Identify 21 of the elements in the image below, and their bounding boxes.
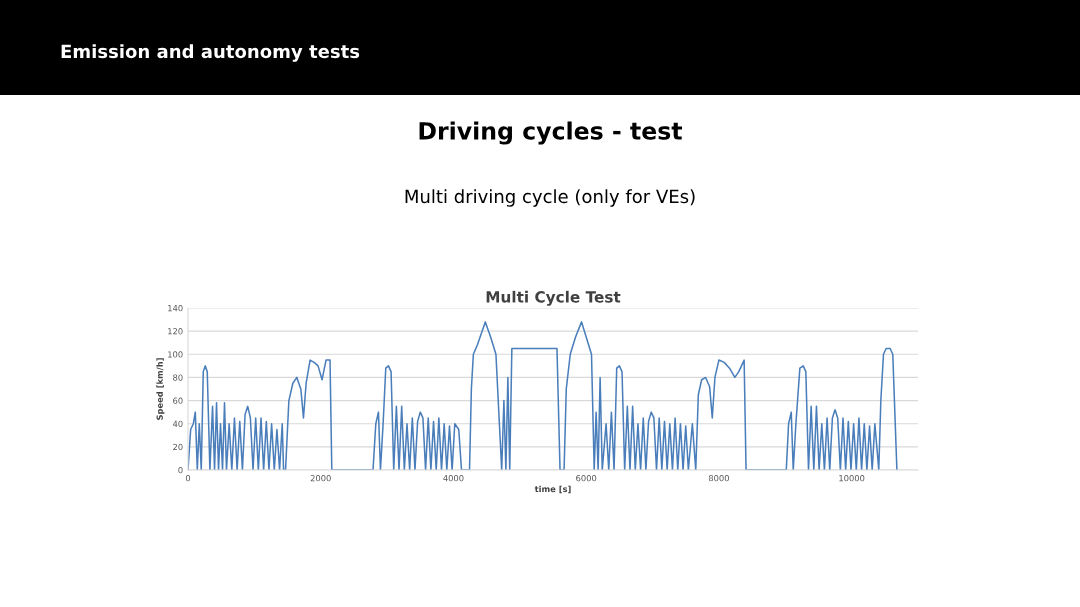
y-tick-label: 20	[173, 443, 183, 451]
text: Emission and autonomy tests	[61, 44, 360, 62]
x-tick-label: 4000	[443, 475, 464, 482]
text: Multi driving cycle (only for VEs)	[405, 189, 695, 207]
y-tick-label: 100	[168, 351, 183, 358]
x-tick-label: 6000	[576, 475, 597, 482]
y-tick-label: 40	[172, 420, 183, 427]
x-axis-title: time [s]	[534, 485, 571, 494]
y-tick-label: 140	[168, 304, 183, 312]
chart-title: Multi Cycle Test	[486, 290, 621, 306]
y-axis-title: Speed [km/h]	[156, 358, 165, 420]
x-tick-label: 2000	[310, 475, 331, 482]
y-tick-label: 0	[178, 466, 183, 474]
text: Driving cycles - test	[419, 121, 683, 145]
line-series	[188, 321, 898, 470]
x-tick-label: 8000	[708, 475, 729, 482]
x-tick-label: 0	[185, 475, 191, 482]
x-tick-label: 10000	[839, 475, 865, 482]
y-tick-label: 60	[173, 397, 183, 404]
y-tick-label: 120	[168, 328, 183, 335]
y-tick-label: 80	[173, 374, 183, 381]
